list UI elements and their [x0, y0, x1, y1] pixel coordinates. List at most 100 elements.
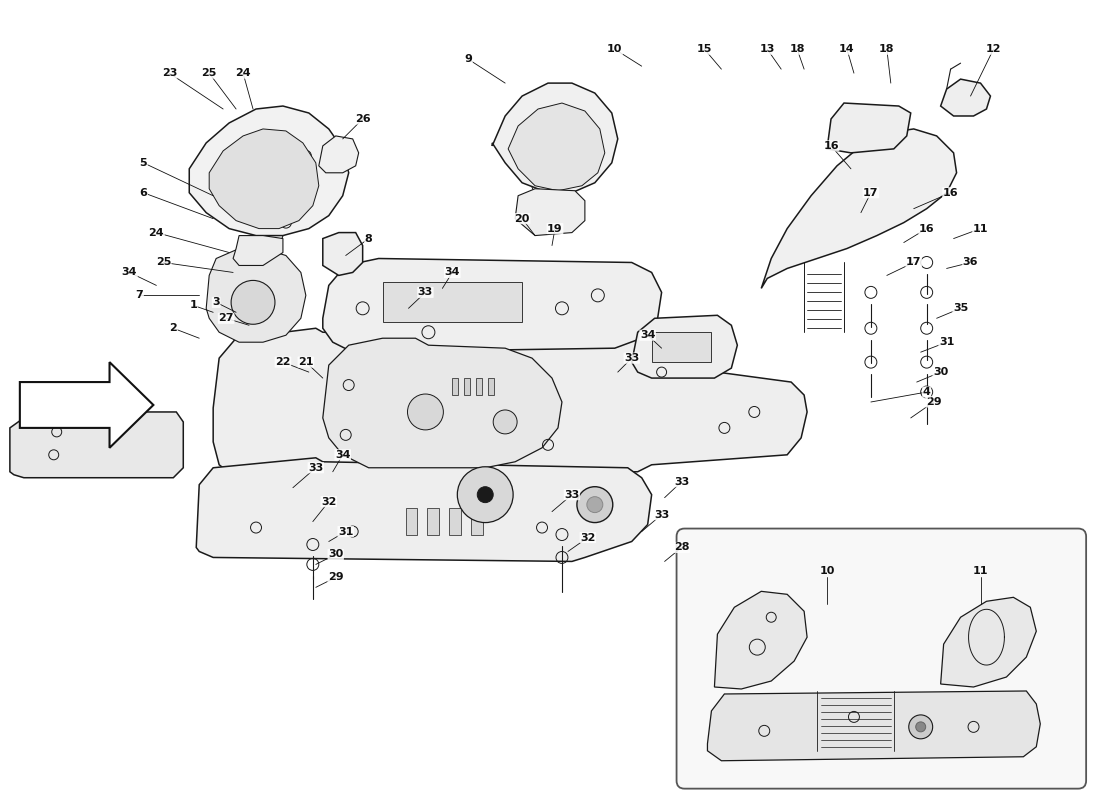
Text: 29: 29	[926, 397, 942, 407]
Text: 18: 18	[879, 44, 894, 54]
Text: 24: 24	[235, 68, 251, 78]
Text: 19: 19	[547, 223, 563, 234]
Polygon shape	[233, 235, 283, 266]
Text: 33: 33	[308, 462, 323, 473]
Polygon shape	[209, 129, 319, 229]
Text: 34: 34	[336, 450, 351, 460]
Text: 32: 32	[321, 497, 337, 506]
Text: a passion for parts since 1985: a passion for parts since 1985	[273, 428, 628, 448]
Text: 28: 28	[674, 542, 690, 553]
Text: 17: 17	[906, 258, 922, 267]
Text: 30: 30	[933, 367, 948, 377]
Text: 8: 8	[365, 234, 373, 243]
Text: 27: 27	[219, 314, 234, 323]
Text: 31: 31	[338, 526, 353, 537]
Text: 12: 12	[986, 44, 1001, 54]
Text: 18: 18	[790, 44, 805, 54]
Text: 34: 34	[122, 267, 138, 278]
Polygon shape	[827, 103, 911, 153]
Polygon shape	[492, 83, 618, 193]
Polygon shape	[189, 106, 349, 235]
Polygon shape	[322, 233, 363, 275]
Polygon shape	[428, 508, 439, 534]
FancyBboxPatch shape	[676, 529, 1086, 789]
Polygon shape	[452, 378, 459, 395]
Text: 5: 5	[140, 158, 147, 168]
Polygon shape	[464, 378, 471, 395]
Text: 21: 21	[298, 357, 314, 367]
Polygon shape	[450, 508, 461, 534]
Text: 36: 36	[962, 258, 978, 267]
Polygon shape	[322, 338, 562, 468]
Text: eliparts.nos: eliparts.nos	[333, 361, 668, 409]
Polygon shape	[196, 458, 651, 562]
Circle shape	[915, 722, 926, 732]
Polygon shape	[383, 282, 522, 322]
Text: 16: 16	[918, 223, 935, 234]
Polygon shape	[10, 395, 184, 478]
Text: 29: 29	[328, 572, 343, 582]
Text: 30: 30	[328, 550, 343, 559]
Circle shape	[909, 715, 933, 739]
Polygon shape	[471, 508, 483, 534]
Polygon shape	[940, 79, 990, 116]
Text: 11: 11	[972, 223, 988, 234]
Polygon shape	[707, 691, 1041, 761]
Text: 23: 23	[162, 68, 177, 78]
Circle shape	[458, 466, 513, 522]
Text: 2: 2	[169, 323, 177, 334]
Circle shape	[493, 410, 517, 434]
Circle shape	[407, 394, 443, 430]
Polygon shape	[940, 598, 1036, 687]
Text: 35: 35	[953, 303, 968, 314]
Text: 17: 17	[864, 188, 879, 198]
Text: 25: 25	[156, 258, 170, 267]
Text: 15: 15	[696, 44, 712, 54]
Text: 33: 33	[674, 477, 690, 486]
Text: 34: 34	[640, 330, 656, 340]
Text: 7: 7	[135, 290, 143, 300]
Circle shape	[576, 486, 613, 522]
Text: 1: 1	[189, 300, 197, 310]
Text: 33: 33	[654, 510, 669, 520]
Polygon shape	[20, 362, 153, 448]
Polygon shape	[761, 129, 957, 288]
Polygon shape	[651, 332, 712, 362]
Polygon shape	[508, 103, 605, 190]
Text: 16: 16	[943, 188, 958, 198]
Text: 32: 32	[580, 533, 595, 542]
Polygon shape	[206, 249, 306, 342]
Polygon shape	[714, 591, 807, 689]
Circle shape	[477, 486, 493, 502]
Text: 10: 10	[820, 566, 835, 577]
Polygon shape	[515, 189, 585, 235]
Text: 33: 33	[418, 287, 433, 298]
Text: 26: 26	[355, 114, 371, 124]
Text: 24: 24	[148, 227, 164, 238]
Text: 11: 11	[972, 566, 988, 577]
Circle shape	[587, 497, 603, 513]
Text: 3: 3	[212, 298, 220, 307]
Polygon shape	[488, 378, 494, 395]
Text: 13: 13	[760, 44, 774, 54]
Text: 22: 22	[275, 357, 290, 367]
Text: 20: 20	[515, 214, 530, 224]
Polygon shape	[406, 508, 418, 534]
Text: 9: 9	[464, 54, 472, 64]
Text: 33: 33	[564, 490, 580, 500]
Polygon shape	[322, 258, 661, 352]
Text: 33: 33	[624, 353, 639, 363]
Text: 14: 14	[839, 44, 855, 54]
Polygon shape	[319, 136, 359, 173]
Text: 6: 6	[140, 188, 147, 198]
Polygon shape	[631, 315, 737, 378]
Text: 4: 4	[923, 387, 931, 397]
Text: 10: 10	[607, 44, 623, 54]
Polygon shape	[476, 378, 482, 395]
Polygon shape	[213, 328, 807, 478]
Circle shape	[231, 281, 275, 324]
Text: 16: 16	[823, 141, 839, 151]
Text: 25: 25	[201, 68, 217, 78]
Text: 31: 31	[939, 338, 955, 347]
Text: 34: 34	[444, 267, 460, 278]
